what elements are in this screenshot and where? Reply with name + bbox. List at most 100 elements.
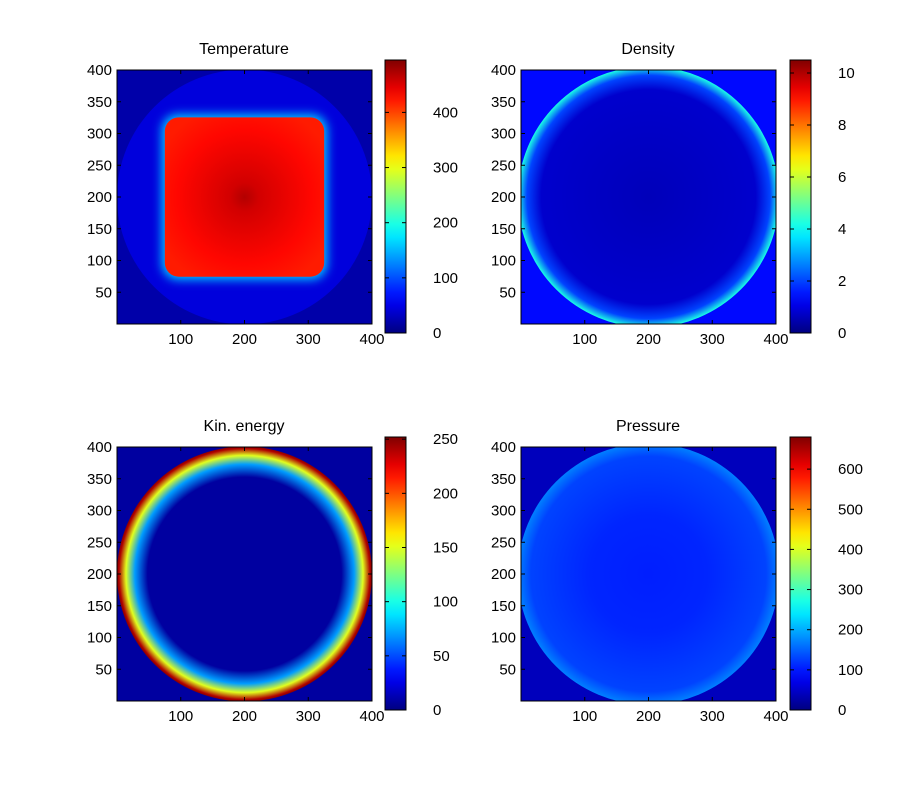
y-tick-label: 50 (95, 284, 112, 301)
y-tick-label: 300 (87, 126, 112, 143)
x-tick-label: 100 (168, 331, 193, 348)
y-tick-label: 250 (491, 534, 516, 551)
y-tick-label: 200 (491, 566, 516, 583)
plot-area: 100 200 300 400 50 100 150 200 250 300 350 400 (87, 439, 385, 725)
colorbar-tick-label: 8 (838, 117, 846, 134)
colorbar-tick-label: 400 (838, 541, 863, 558)
y-tick-label: 350 (491, 471, 516, 488)
plot-area: 100 200 300 400 50 100 150 200 250 300 350 400 (87, 62, 385, 348)
y-tick-label: 100 (491, 630, 516, 647)
colorbar-tick-label: 500 (838, 501, 863, 518)
colorbar-tick-label: 0 (433, 702, 441, 719)
x-tick-label: 300 (296, 331, 321, 348)
colorbar-gradient (789, 436, 812, 711)
panel-title: Pressure (616, 418, 680, 435)
colorbar-tick-label: 200 (433, 485, 458, 502)
panel-pressure: Pressure 100 200 300 400 50 100 150 200 250 300 35… (491, 418, 863, 725)
x-tick-label: 400 (763, 708, 788, 725)
colorbar: 0 50 100 150 200 250 (384, 431, 458, 719)
colorbar-tick-label: 100 (433, 270, 458, 287)
heatmap-field (117, 447, 372, 701)
colorbar-gradient (384, 436, 407, 711)
y-tick-label: 200 (87, 189, 112, 206)
colorbar-tick-label: 0 (838, 702, 846, 719)
y-tick-label: 400 (491, 62, 516, 79)
y-tick-label: 400 (87, 62, 112, 79)
y-tick-label: 250 (87, 534, 112, 551)
y-tick-label: 150 (491, 598, 516, 615)
x-tick-label: 200 (636, 708, 661, 725)
colorbar-tick-label: 150 (433, 540, 458, 557)
y-tick-label: 250 (87, 157, 112, 174)
x-tick-label: 100 (168, 708, 193, 725)
y-tick-label: 250 (491, 157, 516, 174)
colorbar-tick-label: 100 (433, 594, 458, 611)
x-tick-label: 100 (572, 331, 597, 348)
colorbar-tick-label: 0 (838, 325, 846, 342)
plot-area: 100 200 300 400 50 100 150 200 250 300 350 400 (491, 439, 789, 725)
colorbar-tick-label: 200 (433, 215, 458, 232)
heatmap-disk (521, 447, 776, 701)
panel-title: Density (621, 41, 674, 58)
y-tick-label: 400 (87, 439, 112, 456)
x-tick-label: 200 (232, 708, 257, 725)
y-tick-label: 150 (87, 598, 112, 615)
y-tick-label: 100 (491, 253, 516, 270)
y-tick-label: 350 (87, 471, 112, 488)
heatmap-field (521, 447, 776, 701)
colorbar-gradient (384, 59, 407, 334)
y-tick-label: 50 (499, 661, 516, 678)
x-tick-label: 400 (359, 331, 384, 348)
x-tick-label: 300 (700, 331, 725, 348)
colorbar-gradient (789, 59, 812, 334)
y-tick-label: 50 (95, 661, 112, 678)
colorbar-tick-label: 2 (838, 273, 846, 290)
y-tick-label: 50 (499, 284, 516, 301)
y-tick-label: 150 (491, 221, 516, 238)
colorbar-tick-label: 300 (838, 582, 863, 599)
y-tick-label: 150 (87, 221, 112, 238)
panel-density: Density 100 200 300 40050100150200250300350… (491, 41, 855, 348)
colorbar-tick-label: 100 (838, 662, 863, 679)
x-tick-label: 200 (636, 331, 661, 348)
colorbar-tick-label: 250 (433, 431, 458, 448)
colorbar-tick-label: 400 (433, 104, 458, 121)
y-tick-label: 200 (491, 189, 516, 206)
heatmap-field (117, 70, 372, 324)
x-tick-label: 300 (296, 708, 321, 725)
colorbar-tick-label: 0 (433, 325, 441, 342)
heatmap-field (521, 70, 776, 324)
panel-kinetic-energy: Kin. energy 100 200 300 400 50 100 150 200 250 30… (87, 418, 458, 725)
x-tick-label: 400 (359, 708, 384, 725)
colorbar-tick-label: 6 (838, 169, 846, 186)
colorbar-tick-label: 600 (838, 461, 863, 478)
x-tick-label: 300 (700, 708, 725, 725)
x-tick-label: 100 (572, 708, 597, 725)
heatmap-disk (521, 70, 776, 324)
y-tick-label: 400 (491, 439, 516, 456)
colorbar: 0 100 200 300 400 500 600 (789, 436, 863, 719)
x-tick-label: 400 (763, 331, 788, 348)
plot-area: 100 200 300 400 50 100 150 200 250 300 350 400 (491, 62, 789, 348)
y-tick-label: 100 (87, 630, 112, 647)
colorbar: 0 2 4 6 8 10 (789, 59, 855, 342)
y-tick-label: 200 (87, 566, 112, 583)
colorbar-tick-label: 4 (838, 221, 846, 238)
panel-title: Temperature (199, 41, 289, 58)
colorbar: 0 100 200 300 400 (384, 59, 458, 342)
colorbar-tick-label: 10 (838, 65, 855, 82)
heatmap-hot-square (164, 117, 325, 277)
colorbar-tick-label: 300 (433, 160, 458, 177)
colorbar-tick-label: 200 (838, 622, 863, 639)
colorbar-tick-label: 50 (433, 648, 450, 665)
y-tick-label: 300 (87, 503, 112, 520)
panel-title: Kin. energy (204, 418, 285, 435)
panel-temperature: Temperature 100 200 300 400 50 100 150 200 250 30… (87, 41, 458, 348)
y-tick-label: 300 (491, 126, 516, 143)
y-tick-label: 350 (87, 94, 112, 111)
y-tick-label: 300 (491, 503, 516, 520)
x-tick-label: 200 (232, 331, 257, 348)
heatmap-disk (117, 447, 372, 701)
y-tick-label: 100 (87, 253, 112, 270)
